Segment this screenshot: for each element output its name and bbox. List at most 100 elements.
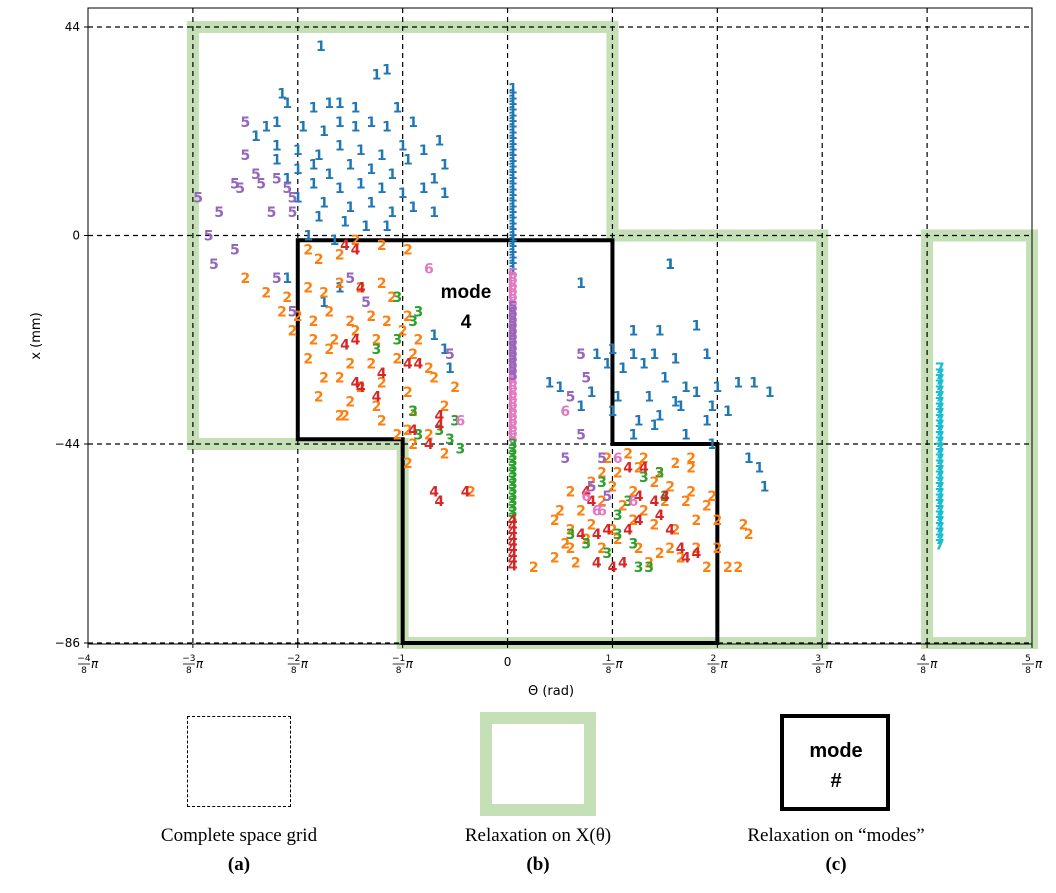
point-mode4-31: 4 (655, 508, 665, 524)
point-mode2-87: 2 (702, 499, 712, 515)
point-mode4-16: 4 (435, 494, 445, 510)
point-mode2-61: 2 (566, 541, 576, 557)
point-mode2-26: 2 (345, 356, 355, 372)
point-mode4-35: 4 (691, 546, 701, 562)
point-mode2-48: 2 (393, 428, 403, 444)
point-mode2-60: 2 (550, 551, 560, 567)
point-mode1-108: 1 (760, 480, 770, 496)
point-mode1-91: 1 (644, 390, 654, 406)
point-mode1-70: 1 (655, 323, 665, 339)
strip-1-mark-11: 6 (508, 329, 518, 345)
point-mode1-107: 1 (754, 461, 764, 477)
x-tick-num-1: −3 (182, 654, 195, 664)
point-mode1-18: 1 (408, 115, 418, 131)
strip-1-mark-21: 6 (508, 386, 518, 402)
point-mode1-38: 1 (429, 172, 439, 188)
point-mode1-10: 1 (261, 120, 271, 136)
point-mode4-18: 4 (581, 484, 591, 500)
point-mode1-95: 1 (723, 404, 733, 420)
x-tick-den-6: 8 (710, 666, 716, 676)
point-mode5-16: 5 (272, 271, 282, 287)
point-mode3-23: 3 (613, 508, 623, 524)
strip-4-mark-3: 4 (508, 530, 518, 546)
point-mode1-42: 1 (356, 176, 366, 192)
strip-5-mark-23: 7 (935, 492, 945, 508)
strip-0-mark-1: 1 (508, 87, 518, 103)
point-mode4-8: 4 (403, 356, 413, 372)
point-mode2-78: 2 (691, 513, 701, 529)
point-mode5-9: 5 (288, 205, 298, 221)
point-mode2-17: 2 (288, 323, 298, 339)
point-mode5-18: 5 (345, 271, 355, 287)
point-mode1-53: 1 (429, 205, 439, 221)
point-mode1-1: 1 (372, 67, 382, 83)
x-tick-num-3: −1 (392, 654, 405, 664)
point-mode1-102: 1 (629, 428, 639, 444)
point-mode3-2: 3 (408, 314, 418, 330)
strip-1-mark-28: 6 (508, 426, 518, 442)
strip-5-mark-1: 7 (935, 367, 945, 383)
point-mode2-28: 2 (393, 352, 403, 368)
strip-1-mark-22: 6 (508, 391, 518, 407)
strip-0-mark-22: 1 (508, 207, 518, 223)
point-mode1-72: 1 (608, 342, 618, 358)
point-mode2-97: 2 (707, 489, 717, 505)
point-mode2-79: 2 (712, 513, 722, 529)
point-mode2-107: 2 (686, 451, 696, 467)
point-mode2-106: 2 (639, 451, 649, 467)
point-mode2-93: 2 (629, 484, 639, 500)
point-mode1-9: 1 (393, 101, 403, 117)
point-mode1-104: 1 (681, 428, 691, 444)
point-mode3-13: 3 (602, 546, 612, 562)
strip-5-mark-19: 7 (935, 469, 945, 485)
strip-0-mark-8: 1 (508, 127, 518, 143)
strip-2-mark-4: 5 (508, 322, 518, 338)
point-mode6-1: 6 (455, 413, 465, 429)
point-mode3-8: 3 (445, 432, 455, 448)
point-mode4-24: 4 (608, 560, 618, 576)
point-mode2-22: 2 (398, 323, 408, 339)
point-mode1-56: 1 (361, 219, 371, 235)
point-mode2-1: 2 (261, 285, 271, 301)
point-mode1-46: 1 (440, 186, 450, 202)
strip-1-mark-1: 6 (508, 272, 518, 288)
x-tick-den-8: 8 (920, 666, 926, 676)
strip-0-mark-27: 1 (508, 235, 518, 251)
legend-mode-box-text-1: mode (809, 740, 863, 762)
strip-5-mark-22: 7 (935, 486, 945, 502)
strip-5-mark-14: 7 (935, 441, 945, 457)
strip-0-mark-16: 1 (508, 173, 518, 189)
point-mode1-43: 1 (377, 181, 387, 197)
point-mode1-75: 1 (671, 352, 681, 368)
point-mode1-84: 1 (733, 375, 743, 391)
point-mode5-21: 5 (576, 347, 586, 363)
point-mode4-22: 4 (602, 522, 612, 538)
point-mode3-11: 3 (566, 527, 576, 543)
strip-1-mark-2: 6 (508, 278, 518, 294)
strip-2-mark-1: 5 (508, 305, 518, 321)
strip-0-mark-14: 1 (508, 161, 518, 177)
point-mode5-27: 5 (602, 489, 612, 505)
strip-2-mark-11: 5 (508, 362, 518, 378)
strip-5-mark-26: 7 (935, 509, 945, 525)
strip-3-mark-2: 3 (508, 448, 518, 464)
point-mode1-3: 1 (277, 86, 287, 102)
point-mode4-37: 4 (634, 513, 644, 529)
strip-1-mark-5: 6 (508, 295, 518, 311)
strip-1-mark-24: 6 (508, 403, 518, 419)
strip-0-mark-25: 1 (508, 224, 518, 240)
point-mode1-77: 1 (592, 347, 602, 363)
strip-2-mark-2: 5 (508, 311, 518, 327)
point-mode3-18: 3 (623, 494, 633, 510)
point-mode5-20: 5 (445, 347, 455, 363)
point-mode2-83: 2 (618, 499, 628, 515)
point-mode5-10: 5 (267, 205, 277, 221)
strip-3-mark-1: 3 (508, 443, 518, 459)
point-mode2-96: 2 (686, 484, 696, 500)
strip-5-mark-16: 7 (935, 452, 945, 468)
x-tick-labels: −48 π −38 π −28 π −18 π 0 18 π 28 π 38 π 48 π 58 π (77, 644, 1043, 676)
x-tick-pi-7: π (825, 657, 833, 671)
strip-4-mark-8: 4 (508, 558, 518, 574)
point-mode6-2: 6 (560, 404, 570, 420)
